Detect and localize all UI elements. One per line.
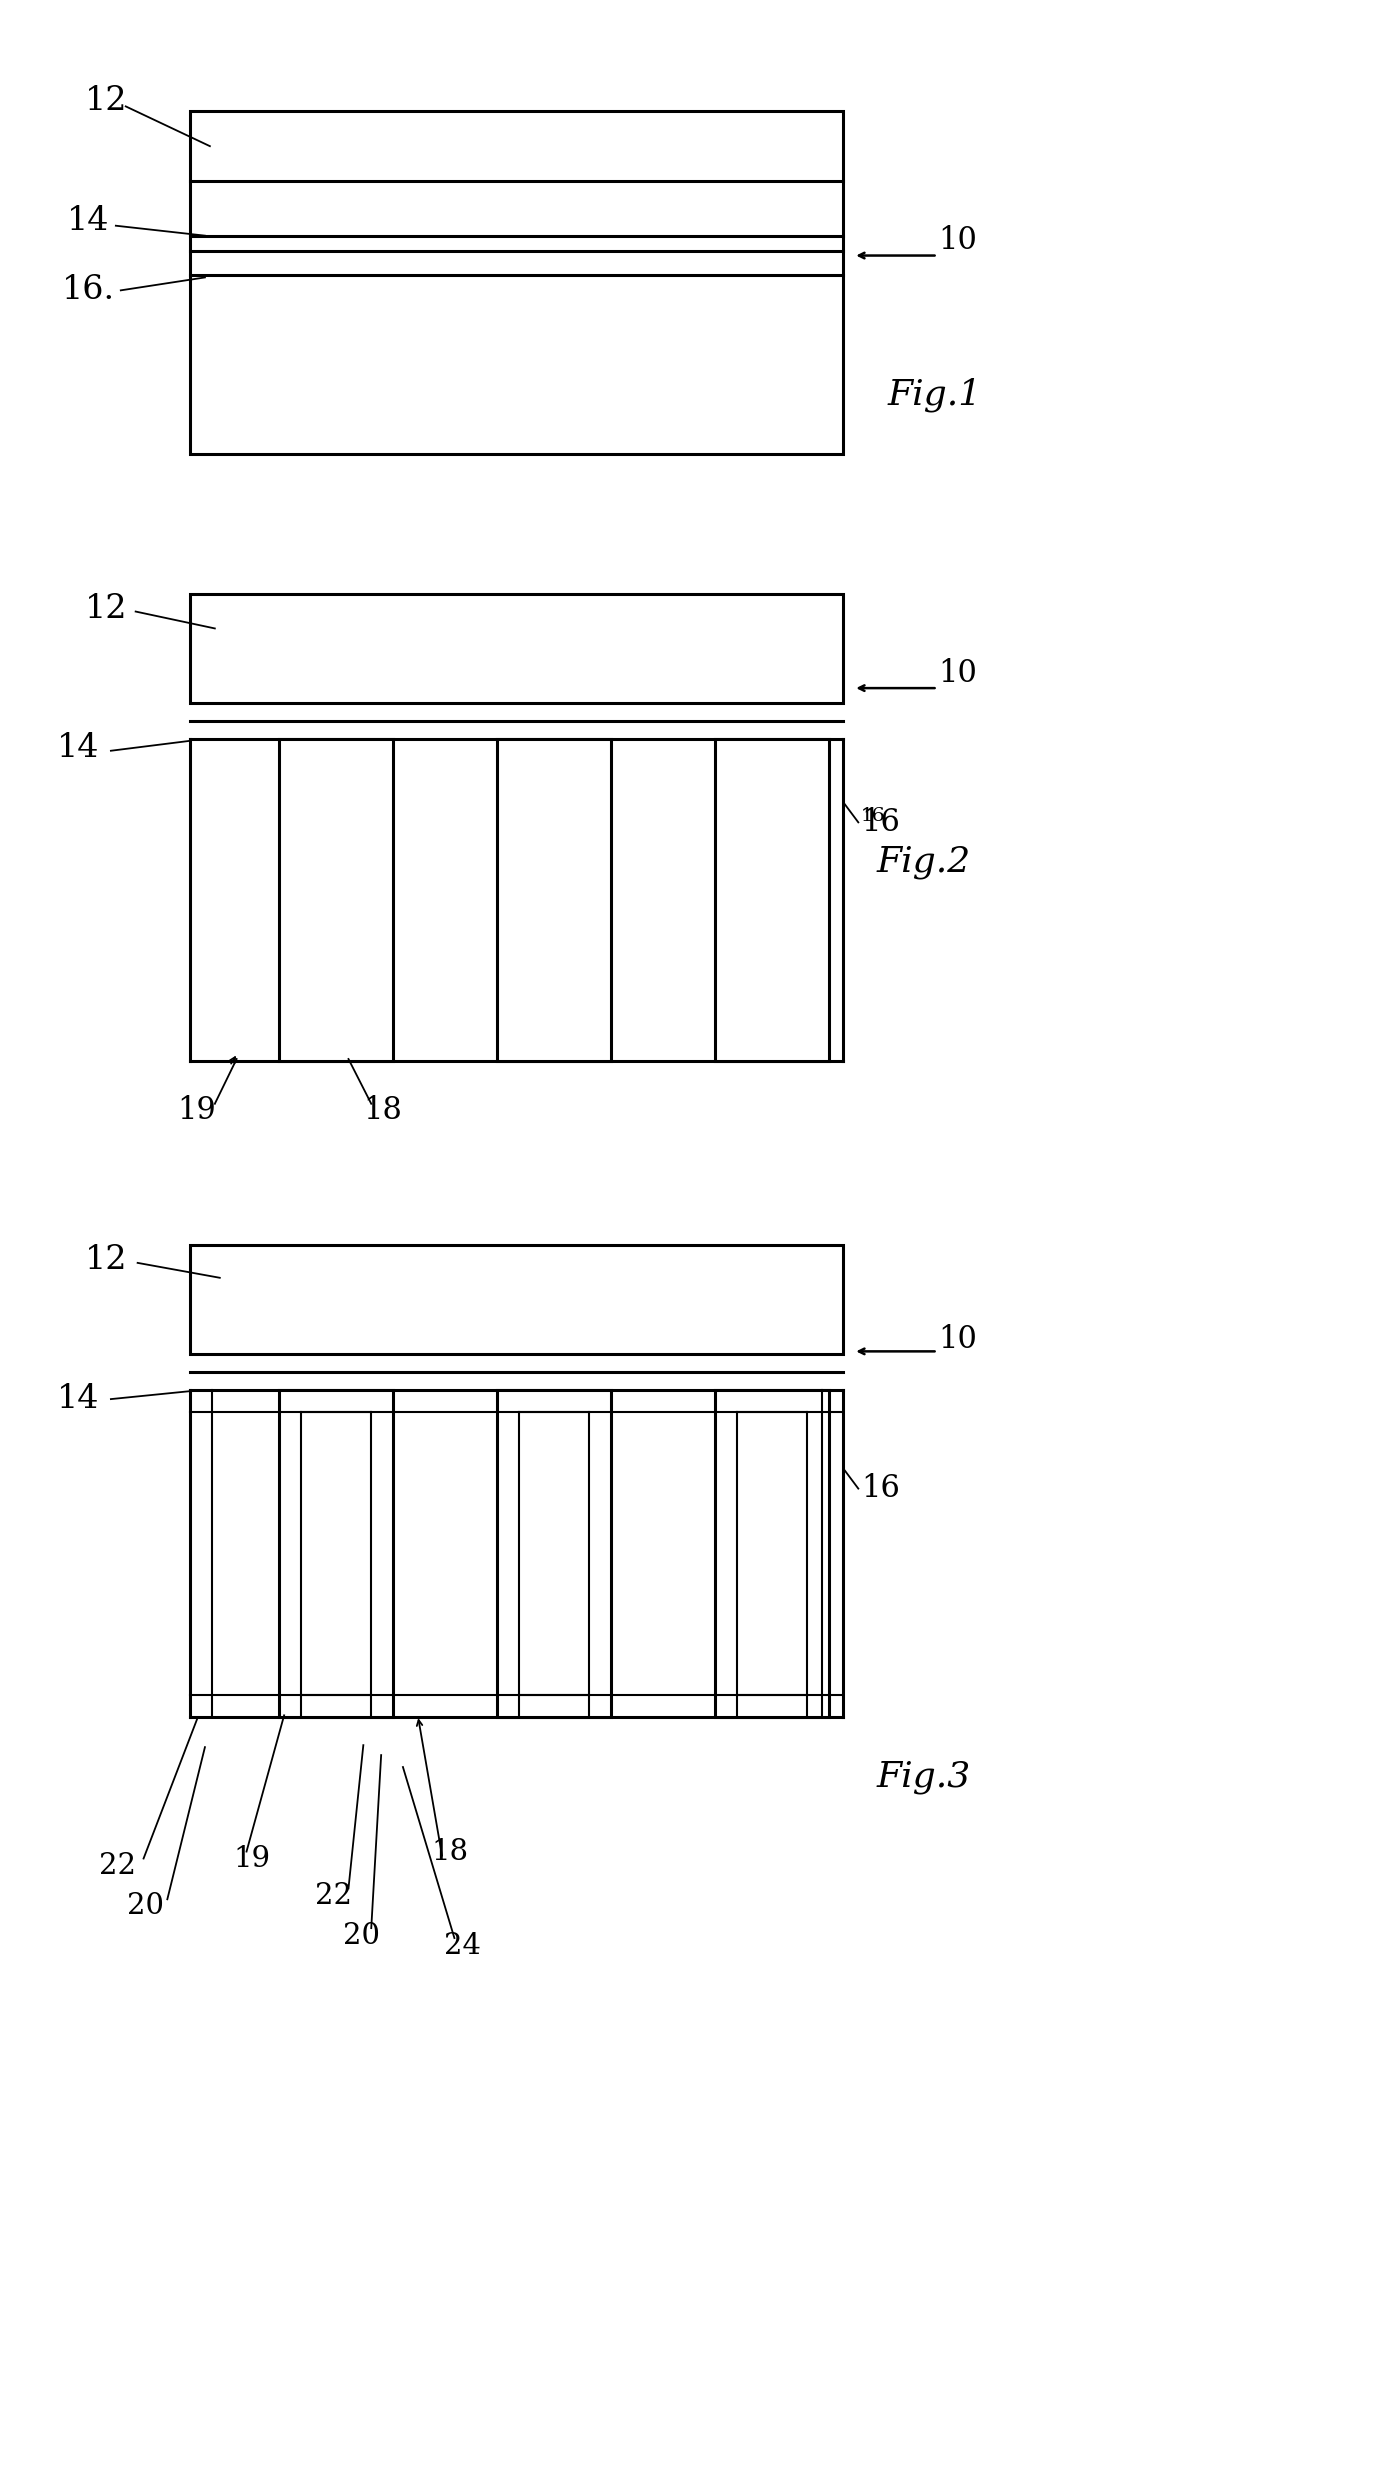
Text: 18: 18 [432,1838,469,1865]
Text: 10: 10 [938,226,977,255]
Text: 22: 22 [316,1882,352,1910]
Bar [280,1391,393,1716]
Text: 16: 16 [861,1473,900,1503]
Text: 18: 18 [364,1096,403,1126]
Text: 19: 19 [177,1096,216,1126]
Bar [714,1391,829,1716]
Text: 22: 22 [100,1853,136,1880]
Bar [280,739,393,1061]
Text: 16: 16 [861,806,900,838]
Text: 14: 14 [57,732,100,764]
Text: 16.: 16. [61,275,115,308]
Text: 12: 12 [84,84,127,117]
Bar [190,1245,843,1354]
Bar [497,1391,610,1716]
Text: Fig.3: Fig.3 [876,1761,970,1793]
Bar [190,112,843,454]
Text: 10: 10 [938,657,977,689]
Text: 12: 12 [84,593,127,625]
Text: ¹⁶: ¹⁶ [861,806,886,838]
Text: 24: 24 [444,1932,480,1959]
Text: 20: 20 [343,1922,379,1949]
Text: 14: 14 [57,1384,100,1416]
Text: 19: 19 [234,1845,271,1872]
Text: 12: 12 [84,1245,127,1275]
Text: 14: 14 [66,206,109,236]
Bar [190,593,843,702]
Bar [714,739,829,1061]
Text: Fig.1: Fig.1 [889,377,983,412]
Bar [497,739,610,1061]
Text: 20: 20 [127,1892,165,1920]
Text: Fig.2: Fig.2 [876,846,970,878]
Text: 10: 10 [938,1324,977,1354]
